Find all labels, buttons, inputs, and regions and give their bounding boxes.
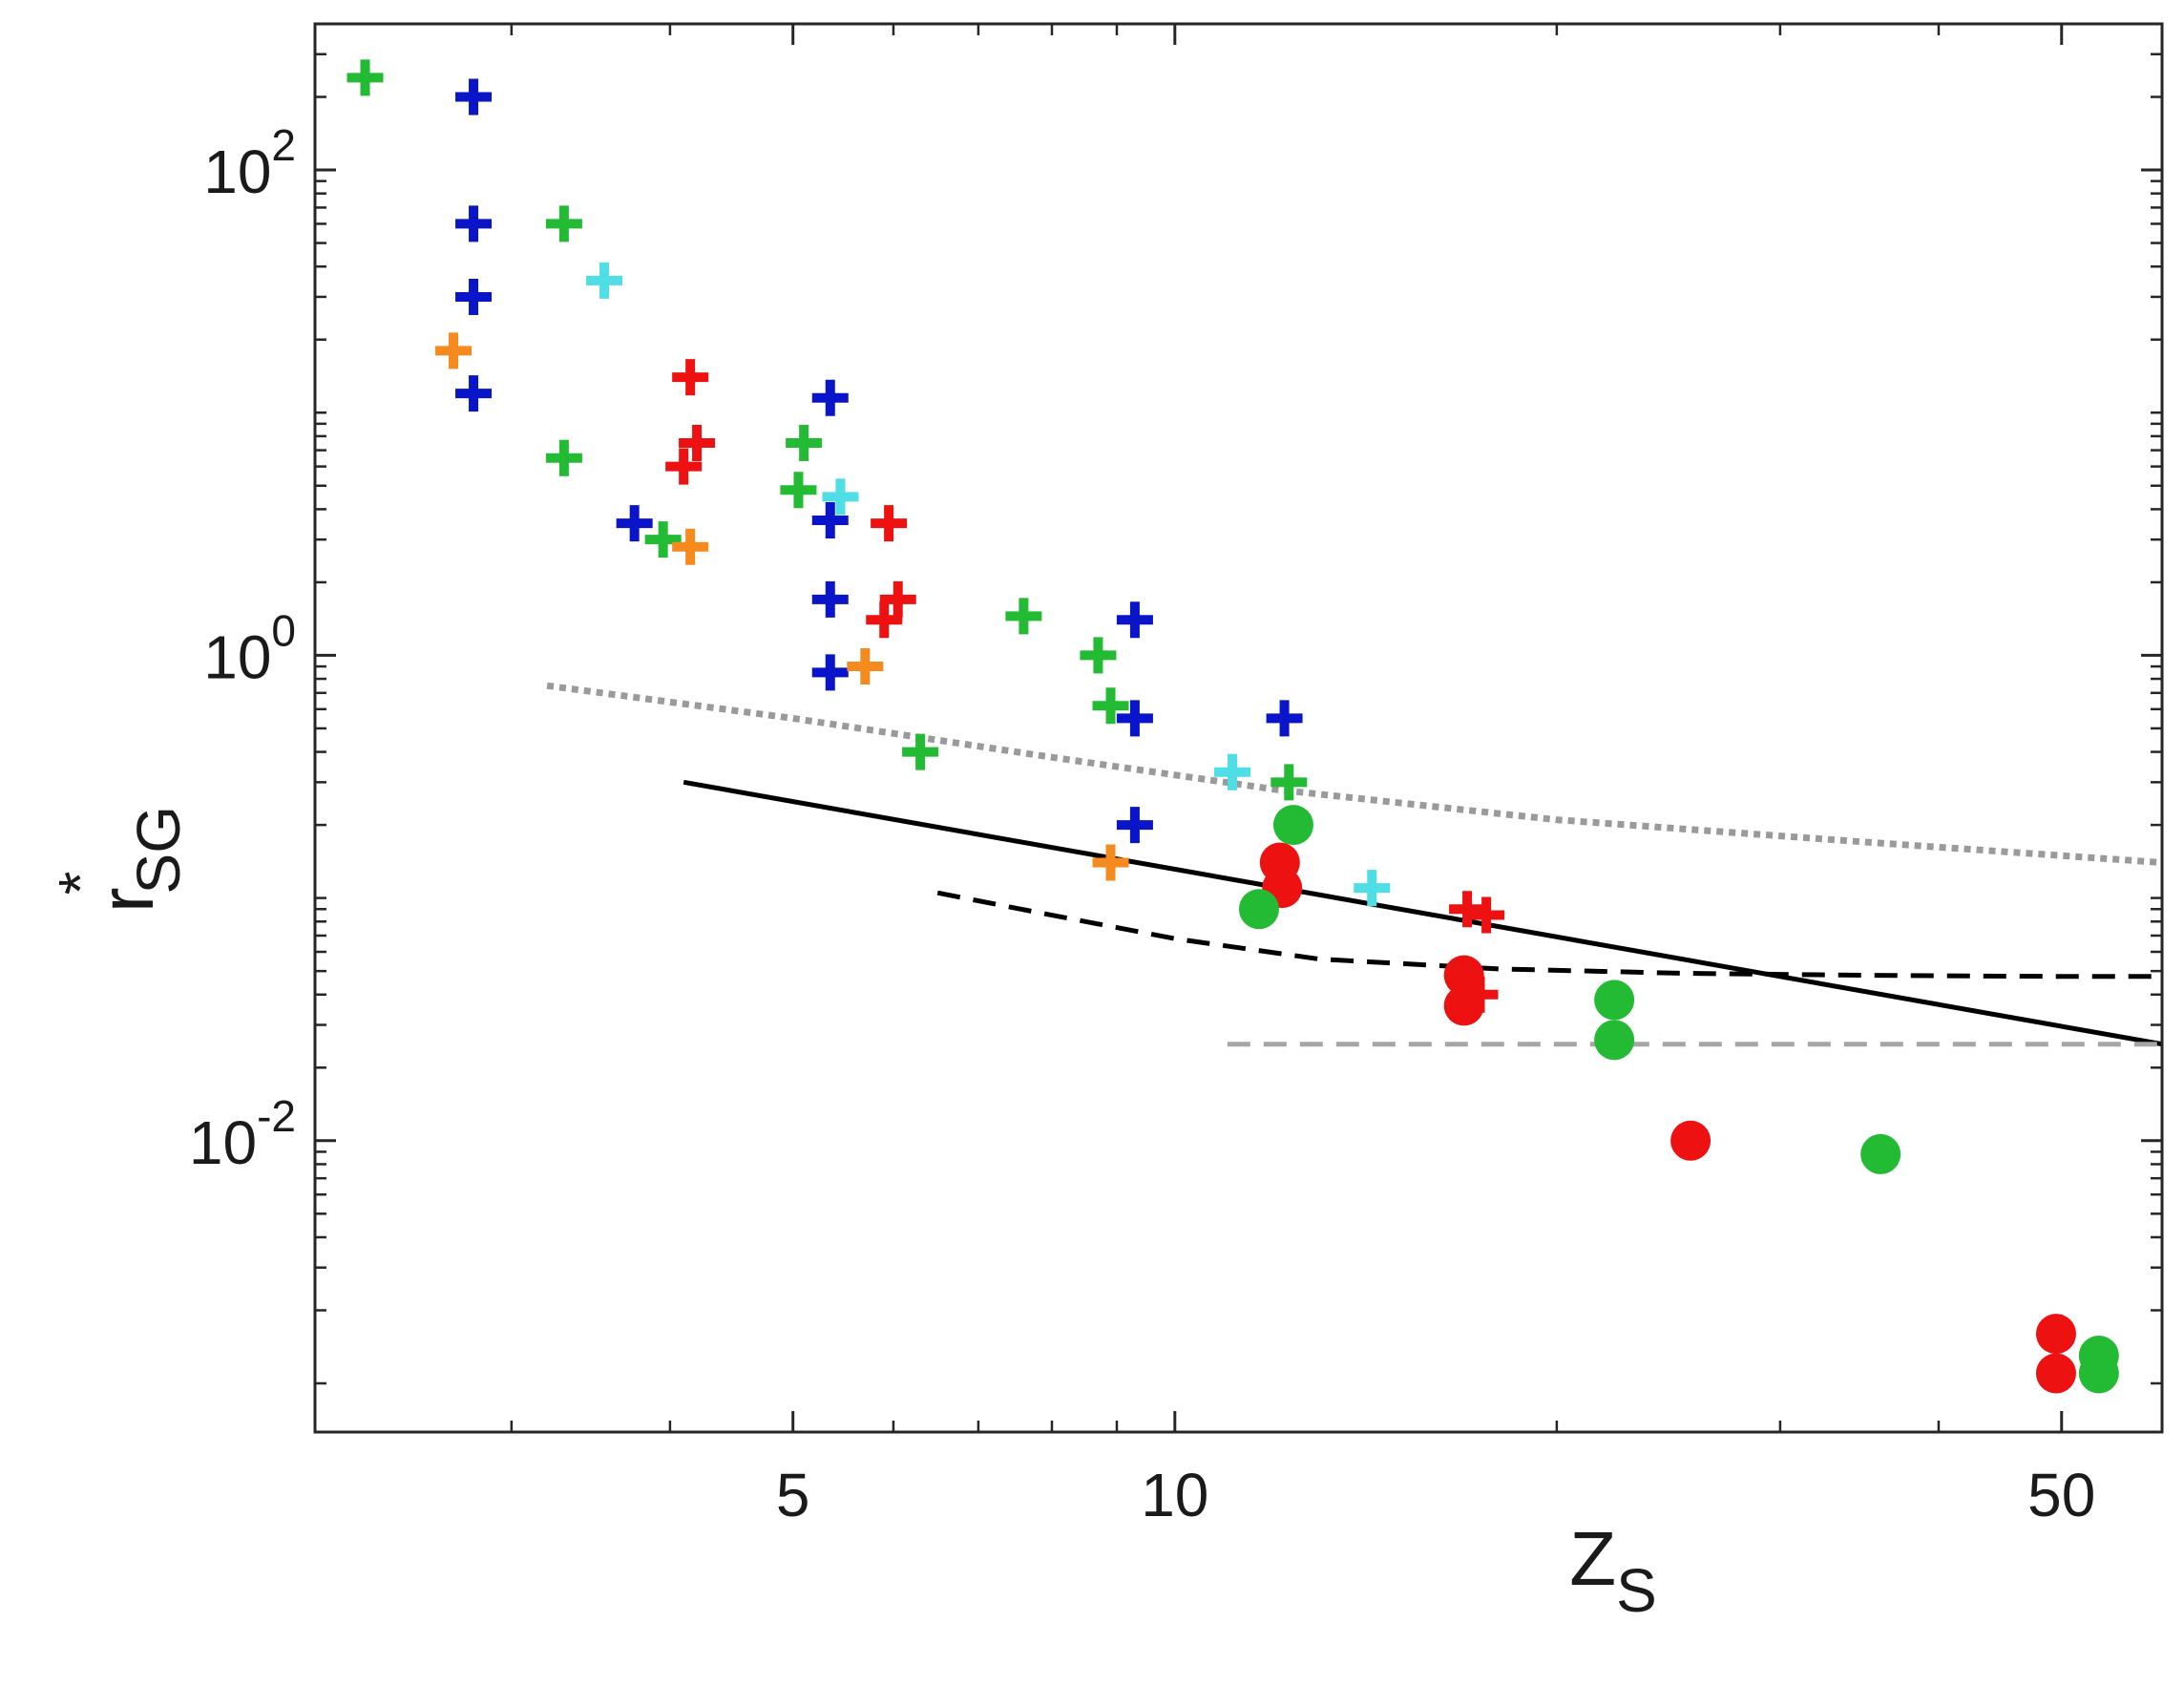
orange-plus-point bbox=[1092, 844, 1129, 881]
green-plus-point bbox=[780, 472, 817, 509]
orange-plus-point bbox=[672, 528, 709, 565]
y-axis-title-group: r* SG bbox=[46, 806, 193, 913]
blue-plus-point bbox=[616, 505, 653, 542]
cyan-plus-point bbox=[1214, 753, 1251, 790]
green-plus-point bbox=[1270, 764, 1308, 801]
red-plus-point bbox=[879, 580, 916, 618]
red-plus-point bbox=[1468, 896, 1505, 934]
green-circle-point bbox=[1238, 889, 1279, 930]
green-plus-point bbox=[1092, 687, 1129, 725]
line-dotted-gray bbox=[546, 682, 2162, 866]
y-axis-title: r* SG bbox=[46, 806, 193, 913]
red-circle-point bbox=[2035, 1314, 2076, 1355]
y-tick-label: 100 bbox=[203, 605, 296, 691]
x-tick-label: 10 bbox=[1141, 1461, 1208, 1529]
red-circle-point bbox=[1443, 955, 1484, 996]
red-circle-point bbox=[1443, 985, 1484, 1026]
red-plus-point bbox=[672, 359, 709, 396]
green-plus-point bbox=[1005, 598, 1042, 635]
green-circle-point bbox=[1272, 805, 1313, 846]
blue-plus-point bbox=[1266, 700, 1303, 737]
red-plus-point bbox=[1449, 891, 1486, 928]
x-tick-label: 50 bbox=[2027, 1461, 2095, 1529]
green-plus-point bbox=[1080, 637, 1117, 674]
green-circle-point bbox=[1594, 1020, 1635, 1061]
blue-plus-point bbox=[811, 654, 849, 691]
green-plus-point bbox=[545, 205, 582, 242]
green-plus-point bbox=[346, 59, 384, 96]
orange-plus-point bbox=[847, 648, 884, 685]
line-dashed-black bbox=[936, 890, 2162, 980]
orange-plus-point bbox=[435, 332, 472, 369]
blue-plus-point bbox=[455, 205, 493, 242]
blue-plus-point bbox=[811, 502, 849, 539]
red-plus-point bbox=[679, 424, 716, 461]
green-plus-point bbox=[644, 521, 682, 558]
cyan-plus-point bbox=[822, 478, 859, 516]
data-markers bbox=[346, 59, 2119, 1394]
reference-lines bbox=[546, 682, 2162, 1047]
green-plus-point bbox=[786, 424, 823, 461]
blue-plus-point bbox=[1116, 807, 1153, 844]
blue-plus-point bbox=[1116, 700, 1153, 737]
x-axis-title: ZS bbox=[1569, 1516, 1657, 1625]
blue-plus-point bbox=[811, 379, 849, 416]
green-plus-point bbox=[545, 439, 582, 476]
axis-labels: 5 10 50 102 100 10-2 ZS r* SG bbox=[46, 120, 2095, 1625]
plot-frame bbox=[313, 22, 2164, 1434]
red-plus-point bbox=[665, 448, 703, 485]
cyan-plus-point bbox=[586, 262, 623, 299]
blue-plus-point bbox=[455, 78, 493, 116]
x-tick-label: 5 bbox=[776, 1461, 810, 1529]
y-tick-label: 10-2 bbox=[189, 1091, 296, 1177]
blue-plus-point bbox=[1116, 601, 1153, 639]
red-plus-point bbox=[866, 601, 903, 639]
red-circle-point bbox=[1670, 1120, 1712, 1161]
green-plus-point bbox=[902, 733, 939, 770]
blue-plus-point bbox=[455, 278, 493, 315]
green-circle-point bbox=[2078, 1353, 2119, 1394]
cyan-plus-point bbox=[1354, 870, 1391, 907]
blue-plus-point bbox=[455, 375, 493, 412]
red-plus-point bbox=[871, 505, 908, 542]
line-solid-black bbox=[682, 779, 2162, 1047]
blue-plus-point bbox=[811, 580, 849, 618]
y-tick-label: 102 bbox=[203, 120, 296, 206]
green-circle-point bbox=[1594, 980, 1635, 1021]
axes bbox=[313, 22, 2164, 1434]
red-circle-point bbox=[2035, 1353, 2076, 1394]
green-circle-point bbox=[1860, 1133, 1901, 1174]
